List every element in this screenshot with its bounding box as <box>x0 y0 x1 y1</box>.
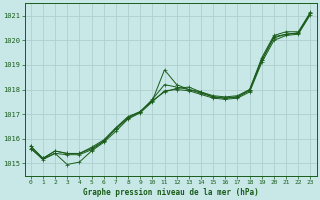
X-axis label: Graphe pression niveau de la mer (hPa): Graphe pression niveau de la mer (hPa) <box>83 188 259 197</box>
